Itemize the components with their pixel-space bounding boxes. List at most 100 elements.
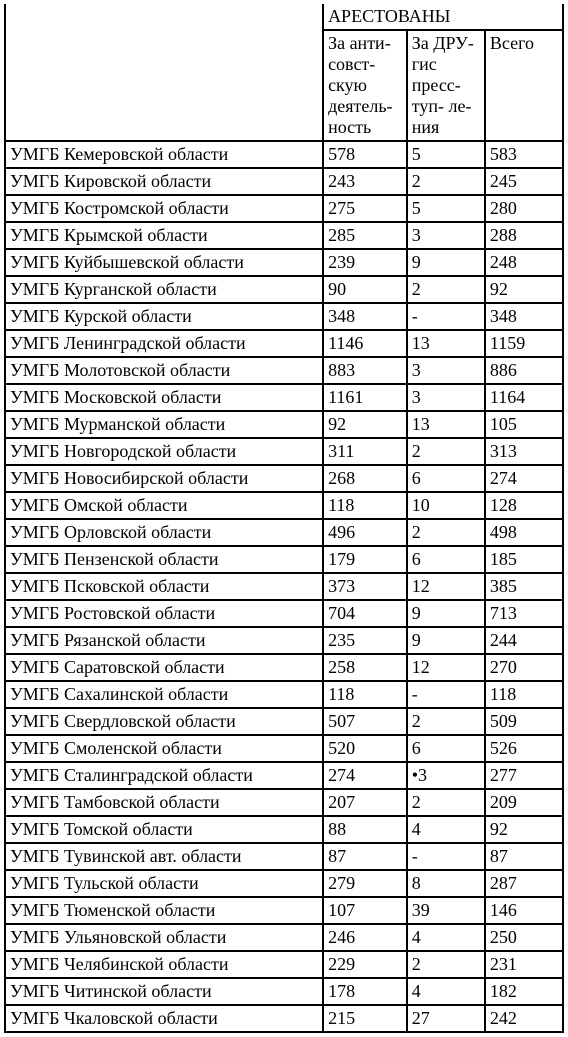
cell-total: 242	[485, 1005, 563, 1032]
cell-total: 287	[485, 870, 563, 897]
cell-total: 244	[485, 627, 563, 654]
cell-total: 274	[485, 465, 563, 492]
cell-other-crimes: 13	[407, 411, 485, 438]
cell-other-crimes: 4	[407, 816, 485, 843]
table-row: УМГБ Новгородской области3112313	[5, 438, 563, 465]
cell-other-crimes: •3	[407, 762, 485, 789]
header-row-1: АРЕСТОВАНЫ	[5, 4, 563, 30]
cell-other-crimes: 3	[407, 357, 485, 384]
table-row: УМГБ Ростовской области7049713	[5, 600, 563, 627]
cell-region: УМГБ Кировской области	[5, 168, 323, 195]
cell-region: УМГБ Ульяновской области	[5, 924, 323, 951]
table-row: УМГБ Ульяновской области2464250	[5, 924, 563, 951]
header-col-3: Всего	[485, 30, 563, 141]
cell-region: УМГБ Кемеровской области	[5, 141, 323, 168]
table-row: УМГБ Псковской области37312385	[5, 573, 563, 600]
cell-total: 385	[485, 573, 563, 600]
cell-region: УМГБ Тюменской области	[5, 897, 323, 924]
cell-region: УМГБ Свердловской области	[5, 708, 323, 735]
table-row: УМГБ Молотовской области8833886	[5, 357, 563, 384]
cell-other-crimes: 9	[407, 249, 485, 276]
cell-region: УМГБ Курганской области	[5, 276, 323, 303]
table-body: УМГБ Кемеровской области5785583УМГБ Киро…	[5, 141, 563, 1032]
table-row: УМГБ Пензенской области1796185	[5, 546, 563, 573]
cell-antisoviet: 92	[323, 411, 407, 438]
header-col-1: За анти- совст- скую деятель- ность	[323, 30, 407, 141]
cell-antisoviet: 274	[323, 762, 407, 789]
cell-region: УМГБ Томской области	[5, 816, 323, 843]
table-row: УМГБ Куйбышевской области2399248	[5, 249, 563, 276]
table-row: УМГБ Орловской области4962498	[5, 519, 563, 546]
cell-total: 348	[485, 303, 563, 330]
table-row: УМГБ Кемеровской области5785583	[5, 141, 563, 168]
table-row: УМГБ Смоленской области5206526	[5, 735, 563, 762]
cell-antisoviet: 507	[323, 708, 407, 735]
cell-other-crimes: 3	[407, 222, 485, 249]
cell-antisoviet: 883	[323, 357, 407, 384]
cell-total: 280	[485, 195, 563, 222]
cell-antisoviet: 1146	[323, 330, 407, 357]
table-row: УМГБ Курганской области90292	[5, 276, 563, 303]
arrest-table: АРЕСТОВАНЫ За анти- совст- скую деятель-…	[4, 4, 564, 1033]
table-row: УМГБ Крымской области2853288	[5, 222, 563, 249]
cell-total: 313	[485, 438, 563, 465]
cell-region: УМГБ Новгородской области	[5, 438, 323, 465]
cell-antisoviet: 243	[323, 168, 407, 195]
cell-antisoviet: 88	[323, 816, 407, 843]
cell-total: 509	[485, 708, 563, 735]
cell-antisoviet: 275	[323, 195, 407, 222]
cell-antisoviet: 578	[323, 141, 407, 168]
cell-antisoviet: 87	[323, 843, 407, 870]
cell-other-crimes: 2	[407, 276, 485, 303]
cell-other-crimes: 9	[407, 600, 485, 627]
cell-other-crimes: 12	[407, 654, 485, 681]
cell-other-crimes: -	[407, 681, 485, 708]
cell-region: УМГБ Московской области	[5, 384, 323, 411]
cell-region: УМГБ Саратовской области	[5, 654, 323, 681]
cell-region: УМГБ Пензенской области	[5, 546, 323, 573]
cell-region: УМГБ Тульской области	[5, 870, 323, 897]
cell-other-crimes: 12	[407, 573, 485, 600]
cell-total: 118	[485, 681, 563, 708]
cell-total: 288	[485, 222, 563, 249]
cell-total: 583	[485, 141, 563, 168]
cell-other-crimes: 2	[407, 438, 485, 465]
table-row: УМГБ Сахалинской области118-118	[5, 681, 563, 708]
cell-other-crimes: 4	[407, 924, 485, 951]
table-row: УМГБ Курской области348-348	[5, 303, 563, 330]
cell-other-crimes: 3	[407, 384, 485, 411]
cell-total: 92	[485, 276, 563, 303]
cell-region: УМГБ Молотовской области	[5, 357, 323, 384]
cell-region: УМГБ Новосибирской области	[5, 465, 323, 492]
cell-antisoviet: 1161	[323, 384, 407, 411]
cell-antisoviet: 268	[323, 465, 407, 492]
cell-other-crimes: 2	[407, 789, 485, 816]
cell-other-crimes: 6	[407, 546, 485, 573]
cell-other-crimes: 39	[407, 897, 485, 924]
cell-other-crimes: 5	[407, 141, 485, 168]
table-row: УМГБ Тувинской авт. области87-87	[5, 843, 563, 870]
cell-region: УМГБ Курской области	[5, 303, 323, 330]
cell-total: 245	[485, 168, 563, 195]
cell-antisoviet: 704	[323, 600, 407, 627]
cell-antisoviet: 239	[323, 249, 407, 276]
cell-other-crimes: 2	[407, 168, 485, 195]
cell-region: УМГБ Орловской области	[5, 519, 323, 546]
cell-region: УМГБ Челябинской области	[5, 951, 323, 978]
cell-other-crimes: 13	[407, 330, 485, 357]
cell-region: УМГБ Сахалинской области	[5, 681, 323, 708]
cell-total: 248	[485, 249, 563, 276]
cell-antisoviet: 107	[323, 897, 407, 924]
cell-antisoviet: 258	[323, 654, 407, 681]
cell-total: 1164	[485, 384, 563, 411]
table-row: УМГБ Читинской области1784182	[5, 978, 563, 1005]
cell-antisoviet: 348	[323, 303, 407, 330]
cell-antisoviet: 520	[323, 735, 407, 762]
table-row: УМГБ Челябинской области2292231	[5, 951, 563, 978]
cell-antisoviet: 179	[323, 546, 407, 573]
cell-region: УМГБ Рязанской области	[5, 627, 323, 654]
table-row: УМГБ Чкаловской области21527242	[5, 1005, 563, 1032]
cell-antisoviet: 178	[323, 978, 407, 1005]
cell-region: УМГБ Сталинградской области	[5, 762, 323, 789]
cell-antisoviet: 235	[323, 627, 407, 654]
